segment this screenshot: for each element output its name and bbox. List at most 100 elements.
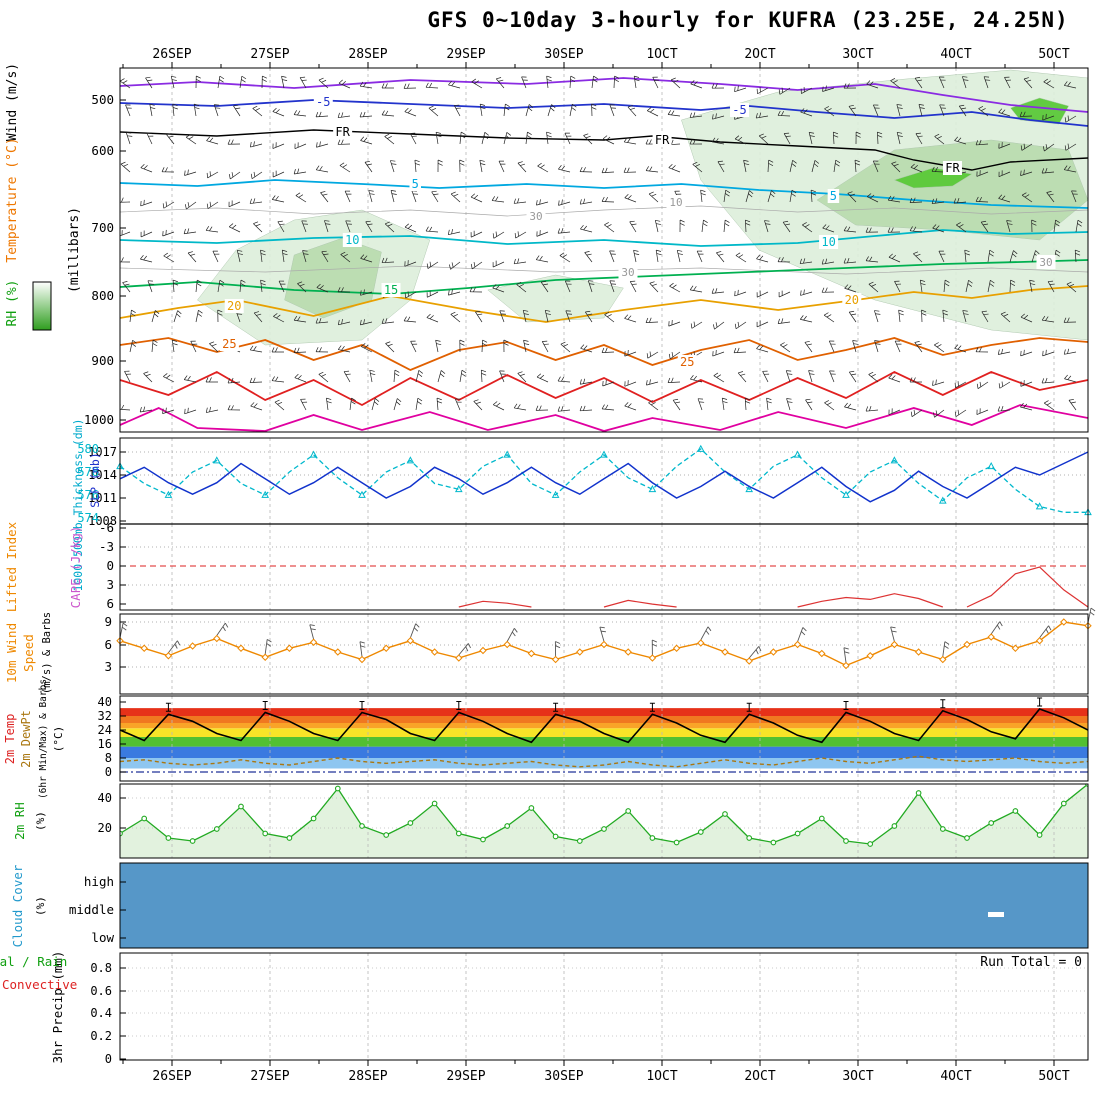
contour-label: FR <box>335 125 350 139</box>
contour-label: -5 <box>316 95 330 109</box>
day-label-bottom: 29SEP <box>446 1069 485 1084</box>
day-label-top: 1OCT <box>646 47 677 62</box>
label-10m-speed: Speed <box>21 634 36 672</box>
cloud-row-label: middle <box>69 902 114 917</box>
tick-label: 0.6 <box>90 984 112 998</box>
label-total-rain: Total / Rain <box>0 954 67 969</box>
tick-label: 1014 <box>88 468 117 482</box>
panel-2m-rh <box>120 784 1088 858</box>
label-cape: CAPE (J/kg) <box>68 526 83 609</box>
day-label-bottom: 2OCT <box>744 1069 775 1084</box>
tick-label: -6 <box>99 520 114 535</box>
tick-label: 578 <box>77 465 99 479</box>
tick-label: 20 <box>98 821 112 835</box>
day-label-bottom: 1OCT <box>646 1069 677 1084</box>
tick-label: 0 <box>105 765 112 779</box>
run-total-text: Run Total = 0 <box>980 955 1082 970</box>
tick-label: 8 <box>105 751 112 765</box>
contour-label: 5 <box>830 189 837 203</box>
tick-label: 600 <box>91 143 114 158</box>
label-2m-temp: 2m Temp <box>3 714 17 765</box>
rh-colorbar <box>32 281 52 331</box>
day-label-bottom: 30SEP <box>544 1069 583 1084</box>
tick-label: 900 <box>91 353 114 368</box>
tick-label: 1011 <box>88 491 117 505</box>
contour-label: 10 <box>821 235 835 249</box>
contour-label: 20 <box>227 299 241 313</box>
tick-label: 576 <box>77 488 99 502</box>
tick-label: 0.8 <box>90 961 112 975</box>
tick-label: 800 <box>91 288 114 303</box>
tick-label: 32 <box>98 709 112 723</box>
tick-label: 6 <box>104 637 112 652</box>
tick-label: 40 <box>98 791 112 805</box>
tick-label: 700 <box>91 220 114 235</box>
contour-label: 10 <box>345 233 359 247</box>
label-10m-wind: 10m Wind <box>4 623 19 683</box>
tick-label: 6 <box>106 596 114 611</box>
tick-label: 574 <box>77 511 99 525</box>
panel-upper-air-frame: 500 600 700 800 900 1000 26SEP 27SEP 28SEP 29SEP 3… <box>84 47 1089 433</box>
rh-contour-label: 30 <box>529 210 542 223</box>
tick-label: 500 <box>91 92 114 107</box>
tick-label: 0 <box>106 558 114 573</box>
tick-label: 1000 <box>84 412 114 427</box>
tick-label: 40 <box>98 695 112 709</box>
label-convective: Convective <box>2 977 77 992</box>
day-label-top: 26SEP <box>152 47 191 62</box>
panel-2m-rh-frame: 40 20 <box>98 783 1089 859</box>
contour-label: -5 <box>732 103 746 117</box>
day-label-bottom: 27SEP <box>250 1069 289 1084</box>
panel-slp-thickness: 1017 1014 1011 1008 580 578 576 574 <box>77 438 1092 528</box>
panel-cloud-cover: high middle low <box>69 862 1089 949</box>
contour-label: 20 <box>845 293 859 307</box>
tick-label: 3 <box>104 659 112 674</box>
day-label-bottom: 28SEP <box>348 1069 387 1084</box>
contour-label: 25 <box>680 355 694 369</box>
day-label-bottom: 3OCT <box>842 1069 873 1084</box>
panel-upper-air: -5 -5 FR FR FR 5 5 10 10 15 20 20 25 25 30 10 30 30 <box>120 68 1088 432</box>
tick-label: 16 <box>98 737 112 751</box>
panel-10m-wind: 9 6 3 <box>104 607 1096 695</box>
label-10m-units: (m/s) & Barbs <box>41 612 53 694</box>
chart-title: GFS 0~10day 3-hourly for KUFRA (23.25E, … <box>427 8 1069 32</box>
tick-label: 24 <box>98 723 112 737</box>
panel-stability <box>120 524 1089 610</box>
tick-label: 0 <box>105 1052 112 1066</box>
rh-contour-label: 30 <box>1039 256 1052 269</box>
day-label-bottom: 26SEP <box>152 1069 191 1084</box>
cloud-row-label: high <box>84 874 114 889</box>
day-label-top: 28SEP <box>348 47 387 62</box>
tick-label: 3 <box>106 577 114 592</box>
rh-contour-label: 30 <box>621 266 634 279</box>
panel-precip: 0.8 0.6 0.4 0.2 0 Run Total = 0 26SEP 27SEP 28SE… <box>90 952 1089 1084</box>
tick-label: 9 <box>104 614 112 629</box>
tick-label: 0.2 <box>90 1029 112 1043</box>
day-label-bottom: 4OCT <box>940 1069 971 1084</box>
day-label-top: 5OCT <box>1038 47 1069 62</box>
contour-label: 15 <box>384 283 398 297</box>
contour-label: 5 <box>412 177 419 191</box>
label-slp: SLP (mb) <box>88 452 102 507</box>
panel-stability-frame: -6 -3 0 3 6 <box>99 437 1089 611</box>
tick-label: 580 <box>77 442 99 456</box>
day-label-top: 29SEP <box>446 47 485 62</box>
upper-air-wind-barbs <box>120 75 1083 418</box>
day-label-bottom: 5OCT <box>1038 1069 1069 1084</box>
day-label-top: 2OCT <box>744 47 775 62</box>
label-lifted-index: Lifted Index <box>4 521 19 612</box>
cloud-row-label: low <box>91 930 114 945</box>
label-cloud-cover: Cloud Cover <box>10 864 25 947</box>
label-precip: 3hr Precip (mm) <box>50 951 65 1064</box>
contour-label: FR <box>655 133 670 147</box>
tick-label: -3 <box>99 539 114 554</box>
label-temperature: Temperature (°C) <box>5 137 20 262</box>
label-2m-dewpt: 2m DewPt <box>19 710 33 768</box>
label-rh-pct: (%) <box>34 811 47 831</box>
day-label-top: 27SEP <box>250 47 289 62</box>
day-label-top: 4OCT <box>940 47 971 62</box>
day-label-top: 30SEP <box>544 47 583 62</box>
label-wind-units: Wind (m/s) <box>5 63 20 141</box>
